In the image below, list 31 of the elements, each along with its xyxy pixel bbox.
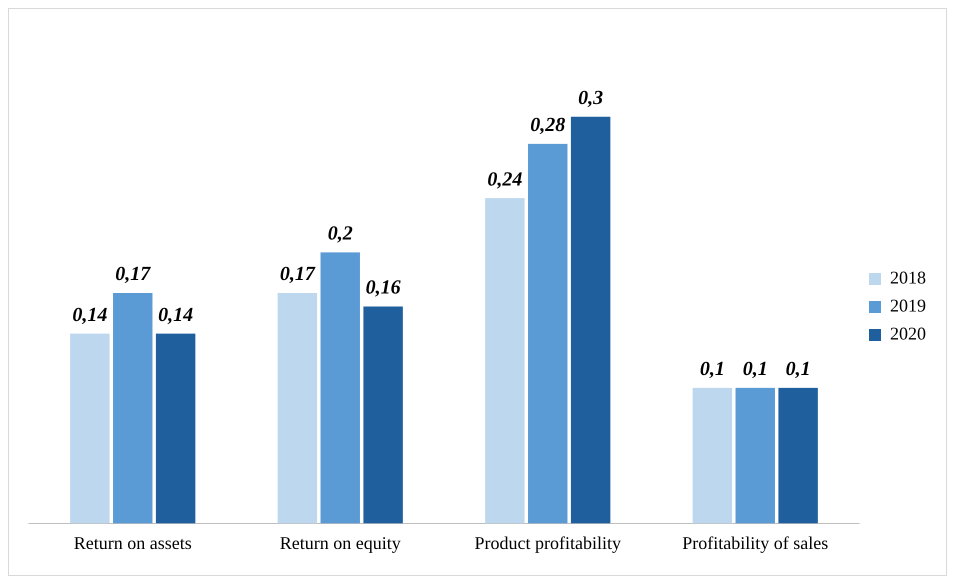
data-label: 0,1 (742, 358, 768, 380)
data-label: 0,14 (72, 304, 108, 326)
bar (528, 144, 568, 524)
legend-label: 2019 (890, 296, 926, 316)
bar (570, 116, 610, 524)
bar (692, 388, 732, 524)
bar (156, 334, 196, 524)
bar (363, 306, 403, 524)
data-label: 0,28 (530, 114, 566, 136)
bar (736, 388, 775, 524)
x-tick-label: Return on assets (74, 532, 192, 553)
bar (113, 292, 152, 524)
legend-label: 2018 (890, 268, 926, 288)
data-label: 0,3 (578, 86, 604, 109)
bar (778, 388, 818, 524)
bar (485, 198, 525, 524)
data-label: 0,2 (328, 222, 353, 244)
data-label: 0,16 (366, 276, 401, 299)
data-label: 0,1 (786, 358, 811, 380)
bar (278, 292, 318, 524)
data-label: 0,17 (280, 263, 316, 286)
bar (70, 334, 110, 524)
x-tick-label: Product profitability (474, 532, 621, 553)
data-label: 0,1 (700, 358, 725, 380)
bar (320, 252, 360, 524)
x-tick-label: Profitability of sales (682, 532, 828, 553)
legend-label: 2020 (890, 324, 926, 344)
data-label: 0,14 (158, 304, 194, 326)
data-label: 0,24 (487, 168, 522, 190)
data-label: 0,17 (115, 263, 152, 286)
x-tick-label: Return on equity (280, 532, 401, 553)
